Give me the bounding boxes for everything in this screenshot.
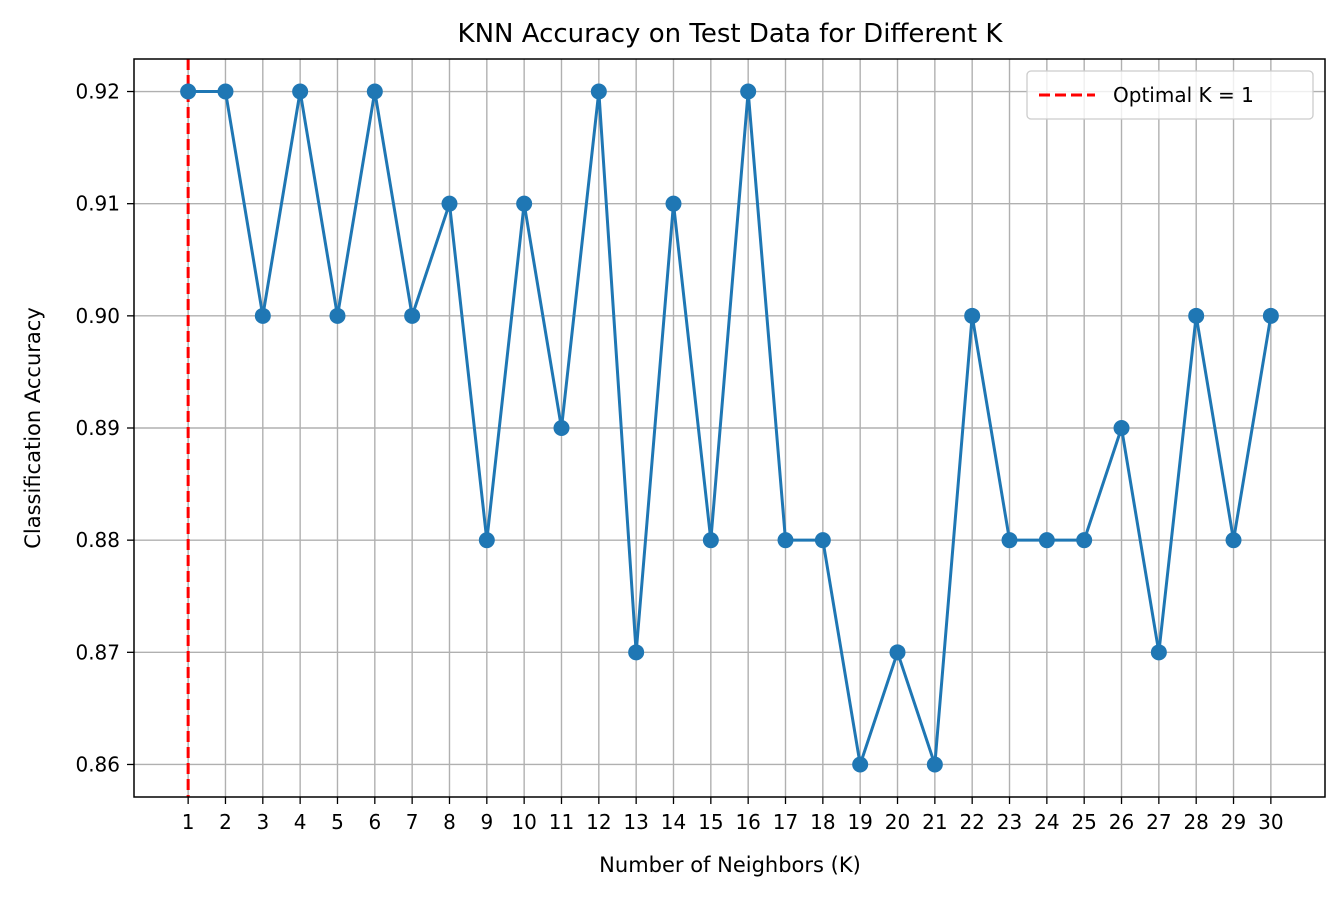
accuracy-data-point — [366, 83, 383, 100]
accuracy-data-point — [553, 420, 570, 436]
accuracy-data-point — [1113, 420, 1130, 436]
x-tick-label: 5 — [331, 810, 344, 834]
accuracy-data-point — [1188, 307, 1205, 324]
x-tick-label: 3 — [256, 810, 269, 834]
x-tick-label: 27 — [1146, 810, 1171, 834]
y-tick-label: 0.91 — [75, 192, 120, 216]
chart-title: KNN Accuracy on Test Data for Different … — [458, 19, 1004, 49]
y-tick-label: 0.92 — [75, 80, 120, 104]
accuracy-data-point — [217, 83, 234, 100]
accuracy-data-point — [441, 195, 458, 212]
y-tick-label: 0.90 — [75, 304, 120, 328]
x-tick-label: 28 — [1183, 810, 1208, 834]
accuracy-data-point — [702, 532, 719, 549]
accuracy-data-point — [329, 307, 346, 324]
x-tick-label: 22 — [959, 810, 984, 834]
legend-entry-optimal-k: Optimal K = 1 — [1113, 83, 1254, 107]
accuracy-series-line — [188, 90, 1273, 766]
x-tick-label: 8 — [443, 810, 456, 834]
x-tick-label: 15 — [698, 810, 723, 834]
accuracy-data-point — [814, 532, 831, 549]
y-tick-label: 0.89 — [75, 416, 120, 440]
legend: Optimal K = 1 — [1026, 70, 1314, 120]
y-tick-label: 0.88 — [75, 528, 120, 552]
x-axis-ticks: 1 2 3 4 5 6 7 8 9 10 11 12 13 14 15 16 17 18 19 20 21 22 23 24 2… — [182, 797, 1284, 834]
accuracy-data-point — [404, 307, 421, 324]
x-tick-label: 26 — [1109, 810, 1134, 834]
accuracy-data-point — [254, 307, 271, 324]
accuracy-data-point — [1038, 532, 1055, 549]
x-tick-label: 2 — [219, 810, 232, 834]
series-layer — [180, 83, 1279, 773]
accuracy-data-point — [852, 756, 869, 773]
x-tick-label: 1 — [182, 810, 195, 834]
x-tick-label: 10 — [511, 810, 536, 834]
y-axis-ticks: 0.86 0.87 0.88 0.89 0.90 0.91 0.92 — [75, 80, 134, 776]
x-tick-label: 18 — [810, 810, 835, 834]
accuracy-data-point — [628, 644, 645, 661]
x-tick-label: 29 — [1221, 810, 1246, 834]
accuracy-data-point — [590, 83, 607, 100]
accuracy-data-point — [478, 532, 495, 549]
y-tick-label: 0.87 — [75, 640, 120, 664]
x-tick-label: 30 — [1258, 810, 1283, 834]
x-tick-label: 23 — [997, 810, 1022, 834]
x-tick-label: 20 — [885, 810, 910, 834]
x-tick-label: 19 — [847, 810, 872, 834]
x-tick-label: 6 — [368, 810, 381, 834]
accuracy-data-point — [964, 307, 981, 324]
x-tick-label: 16 — [735, 810, 760, 834]
accuracy-data-point — [1225, 532, 1242, 549]
accuracy-data-point — [292, 83, 309, 100]
x-tick-label: 25 — [1071, 810, 1096, 834]
x-tick-label: 9 — [480, 810, 493, 834]
y-axis-label: Classification Accuracy — [21, 307, 45, 549]
accuracy-data-point — [777, 532, 794, 549]
x-tick-label: 4 — [294, 810, 307, 834]
accuracy-data-point — [1076, 532, 1093, 549]
x-tick-label: 13 — [623, 810, 648, 834]
x-tick-label: 17 — [773, 810, 798, 834]
accuracy-data-point — [1262, 307, 1279, 324]
x-tick-label: 11 — [549, 810, 574, 834]
grid-layer — [134, 59, 1325, 797]
accuracy-data-point — [926, 756, 943, 773]
accuracy-data-point — [1001, 532, 1018, 549]
accuracy-data-point — [665, 195, 682, 212]
accuracy-data-point — [516, 195, 533, 212]
x-tick-label: 24 — [1034, 810, 1059, 834]
accuracy-data-point — [740, 83, 757, 100]
x-tick-label: 7 — [406, 810, 419, 834]
y-tick-label: 0.86 — [75, 752, 120, 776]
legend-box — [1026, 70, 1314, 120]
x-axis-label: Number of Neighbors (K) — [599, 853, 861, 877]
accuracy-data-point — [180, 83, 197, 100]
x-tick-label: 21 — [922, 810, 947, 834]
accuracy-data-point — [889, 644, 906, 661]
accuracy-data-point — [1150, 644, 1167, 661]
x-tick-label: 14 — [661, 810, 686, 834]
x-tick-label: 12 — [586, 810, 611, 834]
